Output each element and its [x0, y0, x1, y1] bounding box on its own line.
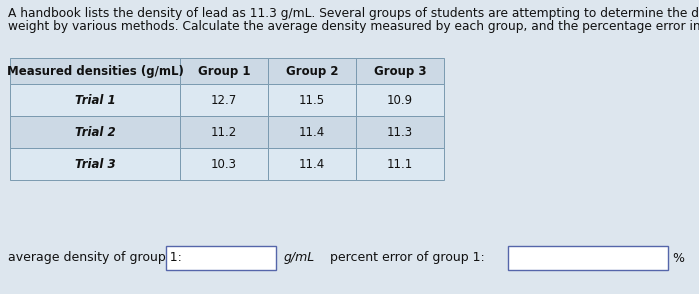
- Text: 11.4: 11.4: [299, 158, 325, 171]
- Text: Trial 3: Trial 3: [75, 158, 115, 171]
- Text: %: %: [672, 251, 684, 265]
- Bar: [268, 148, 356, 180]
- Bar: [10, 58, 180, 84]
- Bar: [508, 246, 668, 270]
- Text: Trial 2: Trial 2: [75, 126, 115, 138]
- Bar: [166, 246, 276, 270]
- Text: Group 2: Group 2: [286, 64, 338, 78]
- Bar: [180, 148, 268, 180]
- Bar: [10, 116, 180, 148]
- Bar: [180, 116, 268, 148]
- Bar: [180, 58, 268, 84]
- Text: 10.3: 10.3: [211, 158, 237, 171]
- Text: 11.2: 11.2: [211, 126, 237, 138]
- Text: Group 1: Group 1: [198, 64, 250, 78]
- Text: Trial 1: Trial 1: [75, 93, 115, 106]
- Text: average density of group 1:: average density of group 1:: [8, 251, 182, 265]
- Text: A handbook lists the density of lead as 11.3 g/mL. Several groups of students ar: A handbook lists the density of lead as …: [8, 7, 699, 20]
- Text: weight by various methods. Calculate the average density measured by each group,: weight by various methods. Calculate the…: [8, 20, 699, 33]
- Bar: [268, 84, 356, 116]
- Text: percent error of group 1:: percent error of group 1:: [330, 251, 484, 265]
- Bar: [268, 116, 356, 148]
- Bar: [356, 84, 444, 116]
- Text: 11.4: 11.4: [299, 126, 325, 138]
- Text: 10.9: 10.9: [387, 93, 413, 106]
- Bar: [356, 58, 444, 84]
- Bar: [180, 84, 268, 116]
- Bar: [356, 148, 444, 180]
- Bar: [10, 148, 180, 180]
- Bar: [10, 84, 180, 116]
- Text: Measured densities (g/mL): Measured densities (g/mL): [6, 64, 183, 78]
- Text: g/mL: g/mL: [284, 251, 315, 265]
- Text: 11.1: 11.1: [387, 158, 413, 171]
- Text: Group 3: Group 3: [374, 64, 426, 78]
- Bar: [356, 116, 444, 148]
- Bar: [268, 58, 356, 84]
- Text: 12.7: 12.7: [211, 93, 237, 106]
- Text: 11.3: 11.3: [387, 126, 413, 138]
- Text: 11.5: 11.5: [299, 93, 325, 106]
